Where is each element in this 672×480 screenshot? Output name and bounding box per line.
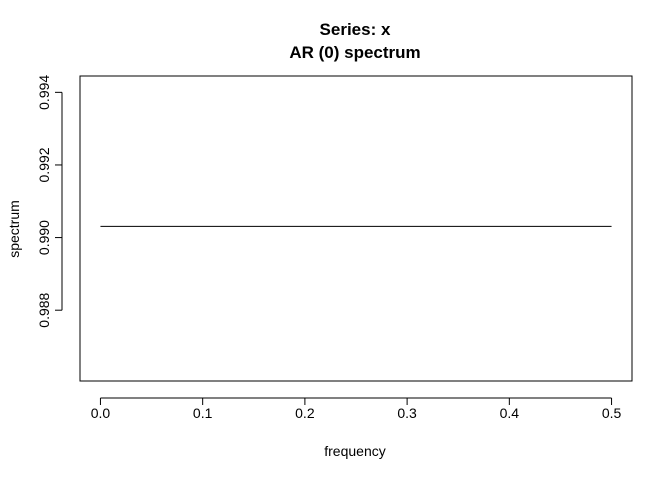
y-axis-label: spectrum — [6, 200, 22, 258]
x-tick-label: 0.2 — [295, 405, 315, 421]
y-tick-label: 0.990 — [36, 220, 52, 255]
chart-title: Series: x — [320, 20, 391, 39]
y-axis: 0.988 0.990 0.992 0.994 — [36, 75, 63, 328]
plot-frame — [79, 75, 633, 382]
chart-subtitle: AR (0) spectrum — [289, 43, 420, 62]
x-axis: 0.0 0.1 0.2 0.3 0.4 0.5 — [91, 397, 622, 421]
x-tick-label: 0.0 — [91, 405, 111, 421]
x-tick-label: 0.4 — [500, 405, 520, 421]
x-tick-label: 0.5 — [602, 405, 622, 421]
x-axis-label: frequency — [324, 443, 385, 459]
y-tick-label: 0.992 — [36, 147, 52, 182]
x-tick-label: 0.3 — [397, 405, 417, 421]
x-tick-label: 0.1 — [193, 405, 213, 421]
y-tick-label: 0.994 — [36, 75, 52, 110]
y-tick-label: 0.988 — [36, 292, 52, 327]
